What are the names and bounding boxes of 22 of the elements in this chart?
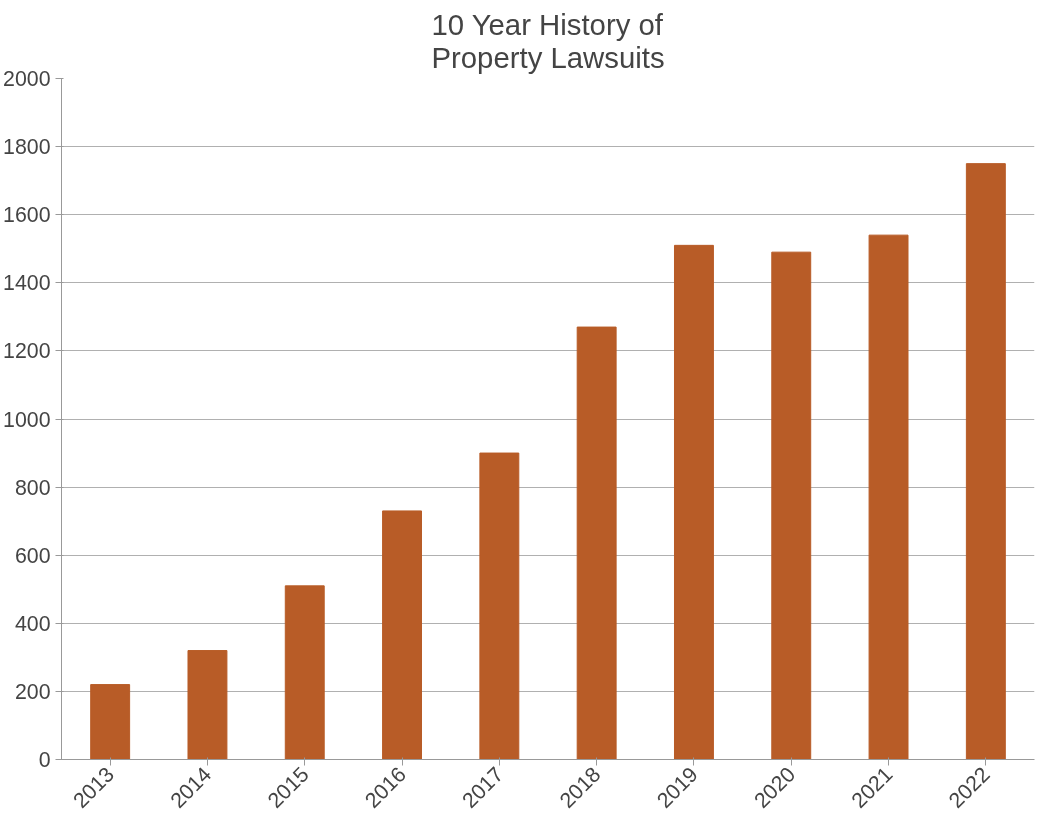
y-tick-label: 800: [14, 475, 51, 500]
y-tick-label: 1600: [3, 203, 51, 228]
bar: [576, 326, 617, 760]
y-tick-label: 1800: [3, 135, 51, 160]
bar: [479, 452, 520, 760]
bar: [965, 163, 1006, 760]
y-tick-label: 2000: [3, 67, 51, 91]
bar: [187, 650, 228, 760]
y-tick-label: 600: [14, 543, 51, 568]
bar: [284, 585, 325, 760]
bar: [771, 251, 812, 760]
bar: [382, 510, 423, 760]
y-tick-label: 400: [14, 611, 51, 636]
bar: [673, 244, 714, 760]
y-tick-label: 200: [14, 679, 51, 704]
y-tick-label: 1200: [3, 339, 51, 364]
y-tick-label: 1400: [3, 271, 51, 296]
y-tick-label: 1000: [3, 407, 51, 432]
y-tick-label: 0: [38, 748, 51, 772]
bar: [90, 684, 131, 760]
chart-title: 10 Year History of Property Lawsuits: [431, 7, 665, 74]
bar: [868, 234, 909, 760]
